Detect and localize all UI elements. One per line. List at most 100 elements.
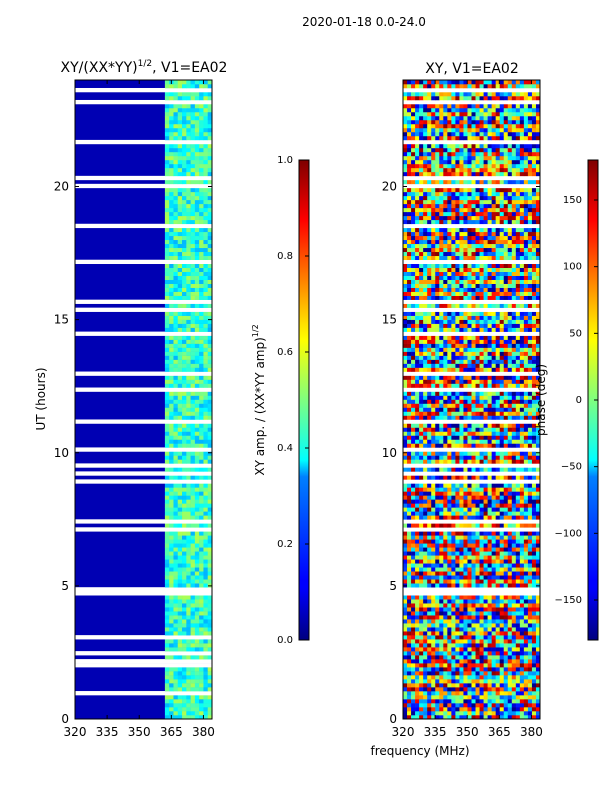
heatmap-cell	[523, 375, 529, 380]
heatmap-cell	[523, 327, 529, 332]
heatmap-cell	[423, 407, 428, 412]
heatmap-cell	[491, 339, 496, 344]
heatmap-cell	[403, 327, 408, 332]
heatmap-cell	[423, 403, 428, 408]
heatmap-cell	[164, 80, 170, 85]
heatmap-cell	[523, 643, 529, 648]
heatmap-cell	[177, 703, 183, 708]
heatmap-cell	[194, 403, 200, 408]
heatmap-cell	[186, 163, 191, 169]
heatmap-cell	[177, 163, 183, 169]
heatmap-cell	[431, 367, 436, 372]
heatmap-cell	[207, 411, 213, 416]
heatmap-cell	[483, 439, 488, 444]
heatmap-cell	[186, 339, 191, 344]
heatmap-cell	[471, 439, 476, 444]
heatmap-cell	[415, 347, 420, 352]
heatmap-cell	[427, 319, 432, 324]
heatmap-cell	[523, 467, 529, 472]
heatmap-cell	[439, 579, 444, 584]
heatmap-cell	[190, 443, 196, 448]
heatmap-cell	[503, 543, 509, 548]
heatmap-cell	[173, 567, 179, 572]
heatmap-cell	[495, 531, 501, 536]
heatmap-cell	[535, 399, 541, 404]
heatmap-cell	[431, 515, 436, 520]
heatmap-cell	[487, 267, 492, 272]
heatmap-cell	[455, 271, 460, 276]
heatmap-cell	[447, 423, 452, 428]
heatmap-cell	[531, 399, 537, 404]
heatmap-cell	[419, 507, 424, 512]
heatmap-cell	[173, 487, 179, 492]
heatmap-cell	[199, 295, 204, 300]
colorbar-tick-label: 0.8	[277, 251, 293, 262]
heatmap-cell	[475, 451, 480, 456]
heatmap-cell	[203, 599, 209, 604]
flagged-row	[75, 591, 212, 596]
heatmap-cell	[443, 347, 448, 352]
heatmap-cell	[499, 695, 505, 700]
heatmap-cell	[169, 215, 174, 221]
heatmap-cell	[431, 711, 436, 716]
heatmap-cell	[491, 423, 496, 428]
heatmap-cell	[182, 291, 187, 296]
heatmap-cell	[487, 583, 492, 588]
heatmap-cell	[427, 487, 432, 492]
heatmap-cell	[411, 555, 416, 560]
heatmap-cell	[169, 555, 174, 560]
heatmap-cell	[194, 623, 200, 628]
heatmap-cell	[459, 539, 464, 544]
heatmap-cell	[182, 127, 187, 133]
heatmap-cell	[531, 515, 537, 520]
heatmap-cell	[435, 383, 440, 388]
heatmap-cell	[164, 431, 170, 436]
heatmap-cell	[515, 403, 521, 408]
heatmap-cell	[479, 403, 484, 408]
heatmap-cell	[491, 687, 496, 692]
heatmap-cell	[523, 671, 529, 676]
heatmap-cell	[177, 279, 183, 284]
heatmap-cell	[535, 423, 541, 428]
heatmap-cell	[199, 499, 204, 504]
heatmap-cell	[447, 339, 452, 344]
heatmap-cell	[411, 423, 416, 428]
heatmap-cell	[177, 575, 183, 580]
heatmap-cell	[415, 399, 420, 404]
heatmap-cell	[471, 411, 476, 416]
heatmap-cell	[459, 683, 464, 688]
heatmap-cell	[177, 147, 183, 153]
heatmap-cell	[479, 499, 484, 504]
heatmap-cell	[173, 295, 179, 300]
heatmap-cell	[182, 303, 187, 308]
heatmap-cell	[483, 279, 488, 284]
heatmap-cell	[186, 103, 191, 109]
heatmap-cell	[515, 639, 521, 644]
heatmap-cell	[511, 439, 517, 444]
heatmap-cell	[203, 687, 209, 692]
heatmap-cell	[463, 503, 468, 508]
heatmap-cell	[411, 343, 416, 348]
heatmap-cell	[463, 695, 468, 700]
heatmap-cell	[495, 695, 501, 700]
heatmap-cell	[403, 695, 408, 700]
heatmap-cell	[451, 475, 456, 480]
heatmap-cell	[491, 595, 496, 600]
heatmap-cell	[471, 255, 476, 261]
heatmap-cell	[443, 695, 448, 700]
heatmap-cell	[431, 667, 436, 672]
heatmap-cell	[439, 551, 444, 556]
heatmap-cell	[535, 407, 541, 412]
heatmap-cell	[531, 543, 537, 548]
heatmap-cell	[523, 535, 529, 540]
heatmap-cell	[407, 483, 412, 488]
heatmap-cell	[427, 523, 432, 528]
heatmap-cell	[190, 395, 196, 400]
heatmap-cell	[203, 523, 209, 528]
heatmap-cell	[467, 295, 472, 300]
heatmap-cell	[403, 499, 408, 504]
heatmap-cell	[207, 179, 213, 185]
heatmap-cell	[487, 403, 492, 408]
heatmap-cell	[407, 611, 412, 616]
heatmap-cell	[527, 395, 533, 400]
